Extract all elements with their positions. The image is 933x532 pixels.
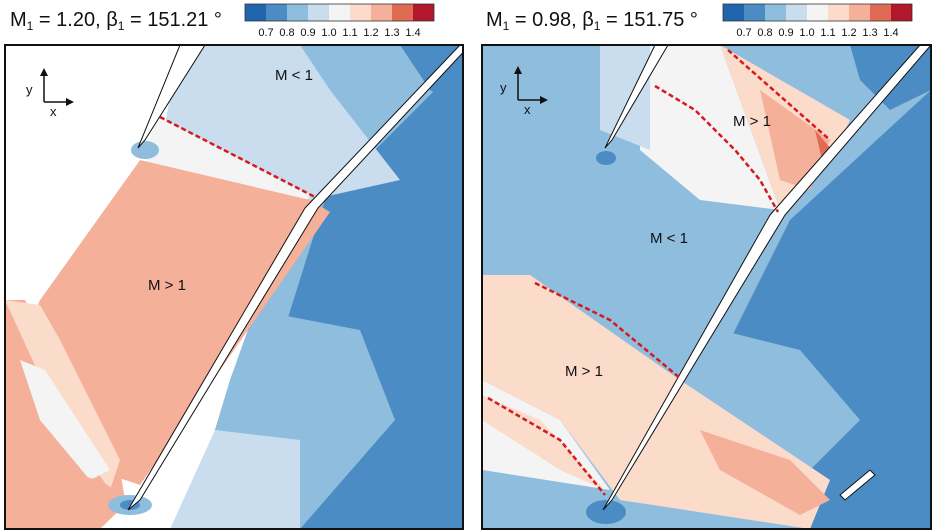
- colorbar-swatch: [371, 4, 392, 21]
- colorbar-swatch: [891, 4, 912, 21]
- colorbar-swatch: [329, 4, 350, 21]
- panel-left: M1 = 1.20, β1 = 151.21 ° 0.7 0.8 0.9 1.0…: [4, 3, 464, 530]
- panel-left-title: M1 = 1.20, β1 = 151.21 °: [10, 9, 222, 33]
- region-label: M < 1: [650, 230, 688, 247]
- axis-label-x: x: [50, 104, 57, 119]
- panel-frame: [4, 44, 464, 530]
- colorbar-swatch: [807, 4, 828, 21]
- shock-line: [534, 281, 681, 379]
- blade: [127, 45, 463, 511]
- colorbar-swatch: [828, 4, 849, 21]
- region-label: M > 1: [733, 113, 771, 130]
- blade: [137, 45, 206, 149]
- colorbar-swatch: [413, 4, 434, 21]
- shock-line: [159, 115, 316, 199]
- colorbar-tick: 0.7: [258, 27, 273, 39]
- blade: [602, 45, 931, 511]
- colorbar-right: 0.7 0.8 0.9 1.0 1.1 1.2 1.3 1.4: [722, 3, 913, 39]
- colorbar-tick: 1.1: [820, 27, 835, 39]
- colorbar-tick: 1.4: [405, 27, 420, 39]
- contour-field-right: [482, 45, 931, 529]
- colorbar-tick: 0.8: [757, 27, 772, 39]
- panel-right: M1 = 0.98, β1 = 151.75 ° 0.7 0.8 0.9 1.0…: [481, 3, 932, 530]
- colorbar-swatch: [744, 4, 765, 21]
- colorbar-swatch: [849, 4, 870, 21]
- contour-field-left: [5, 45, 463, 529]
- axis-label-y: y: [500, 80, 507, 95]
- colorbar-tick: 1.0: [321, 27, 336, 39]
- colorbar-tick: 1.4: [883, 27, 898, 39]
- region-label: M > 1: [565, 363, 603, 380]
- colorbar-tick: 0.7: [736, 27, 751, 39]
- shock-line: [654, 84, 780, 213]
- colorbar-left: 0.7 0.8 0.9 1.0 1.1 1.2 1.3 1.4: [244, 3, 435, 39]
- colorbar-swatch: [723, 4, 744, 21]
- axis-label-y: y: [26, 82, 33, 97]
- region-label: M > 1: [148, 277, 186, 294]
- blade: [604, 45, 669, 149]
- colorbar-swatch: [870, 4, 891, 21]
- blade: [839, 469, 876, 501]
- colorbar-tick: 1.3: [384, 27, 399, 39]
- colorbar-swatch: [287, 4, 308, 21]
- colorbar-swatch: [266, 4, 287, 21]
- panel-frame: [481, 44, 932, 530]
- colorbar-swatch: [765, 4, 786, 21]
- colorbar-tick: 0.9: [300, 27, 315, 39]
- colorbar-tick: 1.0: [799, 27, 814, 39]
- axes-glyph-right: y x: [500, 66, 548, 117]
- colorbar-tick: 1.3: [862, 27, 877, 39]
- axis-label-x: x: [524, 102, 531, 117]
- panel-right-title: M1 = 0.98, β1 = 151.75 °: [486, 9, 698, 33]
- colorbar-tick: 1.2: [841, 27, 856, 39]
- colorbar-tick: 1.2: [363, 27, 378, 39]
- colorbar-tick: 1.1: [342, 27, 357, 39]
- shock-line: [487, 396, 606, 496]
- colorbar-swatch: [245, 4, 266, 21]
- shock-line: [727, 49, 831, 141]
- colorbar-swatch: [308, 4, 329, 21]
- colorbar-swatch: [350, 4, 371, 21]
- axes-glyph-left: y x: [26, 68, 74, 119]
- colorbar-swatch: [786, 4, 807, 21]
- colorbar-tick: 0.9: [778, 27, 793, 39]
- colorbar-tick: 0.8: [279, 27, 294, 39]
- region-label: M < 1: [275, 67, 313, 84]
- colorbar-swatch: [392, 4, 413, 21]
